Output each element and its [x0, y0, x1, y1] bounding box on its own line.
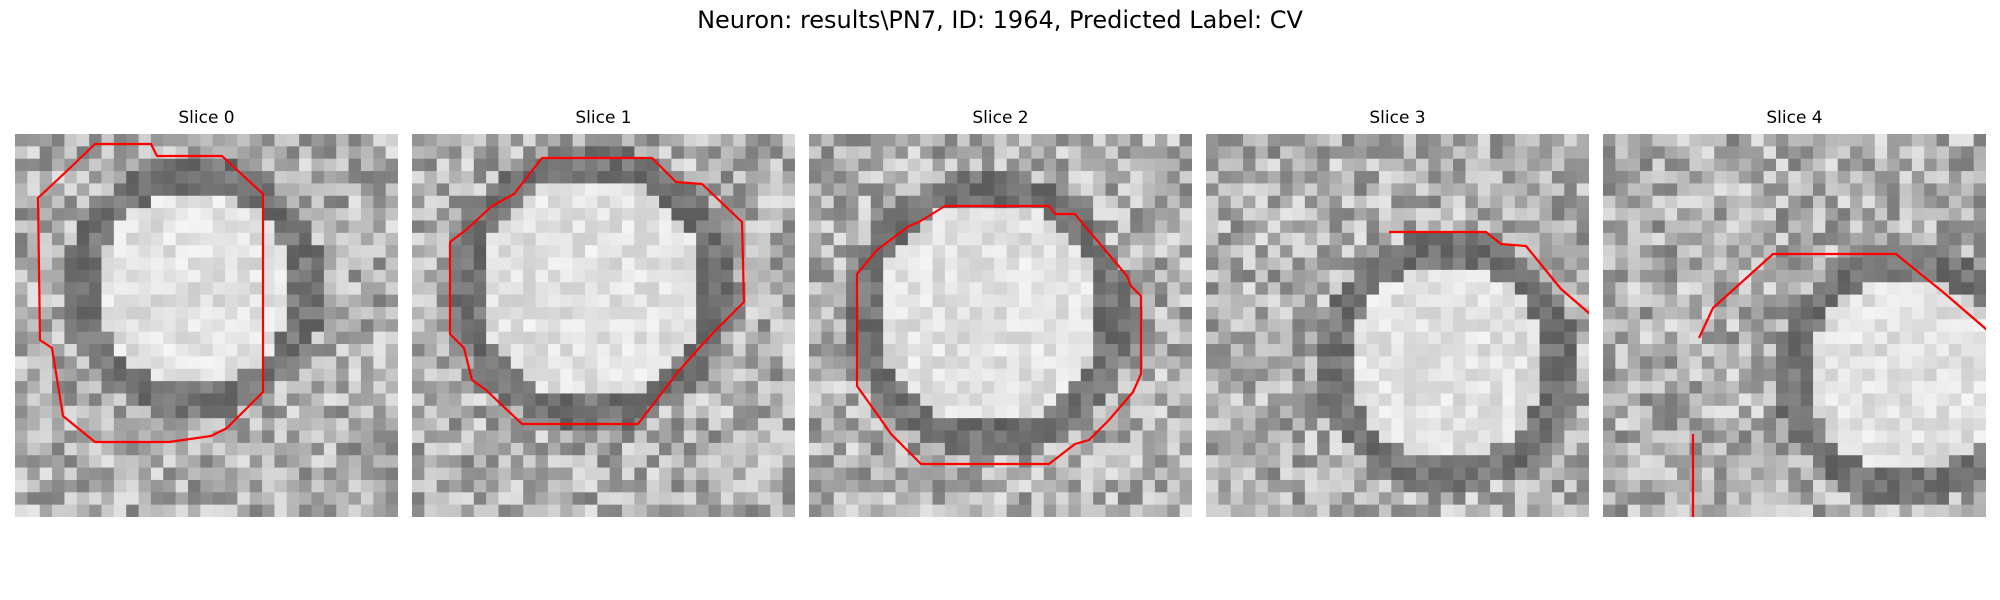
- slice-image: [15, 134, 398, 517]
- figure-title: Neuron: results\PN7, ID: 1964, Predicted…: [697, 6, 1303, 34]
- slice-title: Slice 4: [1766, 108, 1823, 128]
- contour-outline: [855, 204, 1143, 466]
- slice-image: [1603, 134, 1986, 517]
- slice-title: Slice 3: [1369, 108, 1426, 128]
- slice-title: Slice 0: [178, 108, 235, 128]
- contour-outline: [448, 156, 746, 426]
- contour-outline: [1691, 434, 1695, 517]
- slice-image: [412, 134, 795, 517]
- contour-outline: [1698, 252, 1986, 339]
- slice-title: Slice 1: [575, 108, 632, 128]
- contour-outline: [36, 142, 265, 444]
- slice-image: [809, 134, 1192, 517]
- slice-image: [1206, 134, 1589, 517]
- contour-outline: [1389, 230, 1589, 315]
- slice-title: Slice 2: [972, 108, 1029, 128]
